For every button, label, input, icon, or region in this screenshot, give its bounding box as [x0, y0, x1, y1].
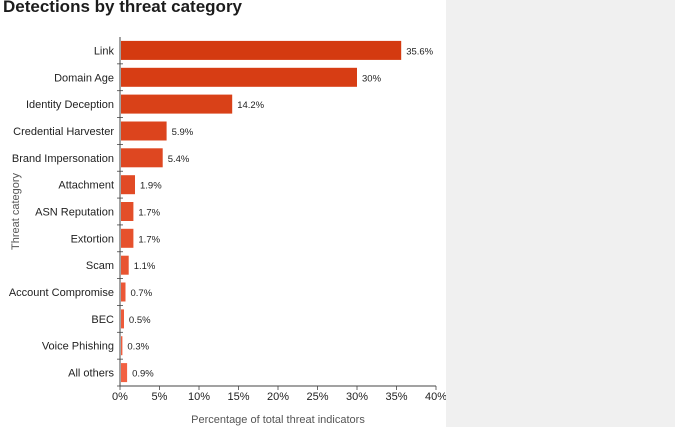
category-label: Brand Impersonation [12, 153, 114, 165]
x-tick-label: 25% [306, 391, 328, 403]
category-label: Scam [86, 260, 114, 272]
value-label: 5.4% [168, 154, 190, 165]
bar-scam [121, 255, 129, 275]
bar-identity-deception [121, 94, 233, 114]
x-tick-label: 15% [227, 391, 249, 403]
category-label: BEC [91, 314, 114, 326]
category-label: Extortion [71, 233, 114, 245]
x-tick-label: 10% [188, 391, 210, 403]
value-label: 1.7% [138, 208, 160, 219]
x-axis-title: Percentage of total threat indicators [191, 414, 365, 426]
value-label: 0.3% [127, 342, 149, 353]
value-label: 35.6% [406, 46, 433, 57]
value-label: 0.5% [129, 315, 151, 326]
category-label: Identity Deception [26, 99, 114, 111]
category-label: Link [94, 45, 115, 57]
category-label: All others [68, 368, 114, 380]
bar-account-compromise [121, 282, 126, 302]
value-label: 1.7% [138, 234, 160, 245]
y-axis-title: Threat category [10, 172, 22, 250]
category-label: Attachment [58, 180, 114, 192]
bar-domain-age [121, 67, 357, 87]
x-tick-label: 5% [152, 391, 168, 403]
category-label: ASN Reputation [35, 207, 114, 219]
value-label: 1.1% [134, 261, 156, 272]
x-tick-label: 0% [112, 391, 128, 403]
value-label: 30% [362, 73, 382, 84]
bar-link [121, 40, 402, 60]
bar-brand-impersonation [121, 148, 163, 168]
value-label: 14.2% [237, 100, 264, 111]
value-label: 1.9% [140, 181, 162, 192]
chart-title: Detections by threat category [3, 0, 243, 16]
value-label: 5.9% [172, 127, 194, 138]
value-label: 0.9% [132, 369, 154, 380]
side-panel [446, 0, 675, 427]
bar-extortion [121, 228, 134, 248]
category-label: Voice Phishing [42, 341, 114, 353]
bar-all-others [121, 363, 128, 383]
category-label: Domain Age [54, 72, 114, 84]
bar-credential-harvester [121, 121, 167, 141]
x-tick-label: 35% [385, 391, 407, 403]
bar-chart: Link 35.6% Domain Age 30% Identity Deception… [9, 37, 446, 426]
value-label: 0.7% [131, 288, 153, 299]
x-tick-label: 20% [267, 391, 289, 403]
chart-panel: Link 35.6% Domain Age 30% Identity Deception… [3, 0, 446, 426]
bar-asn-reputation [121, 202, 134, 221]
bar-bec [121, 309, 124, 329]
x-tick-label: 40% [425, 391, 446, 403]
category-label: Account Compromise [9, 287, 114, 299]
bar-attachment [121, 175, 135, 195]
category-label: Credential Harvester [13, 126, 114, 138]
x-tick-label: 30% [346, 391, 368, 403]
bar-voice-phishing [121, 336, 123, 356]
